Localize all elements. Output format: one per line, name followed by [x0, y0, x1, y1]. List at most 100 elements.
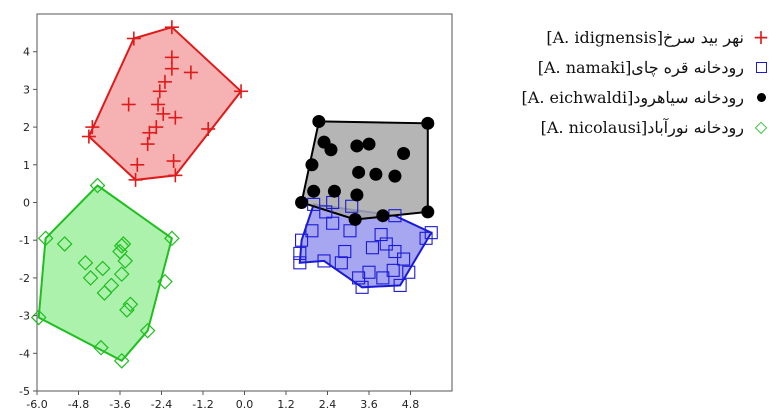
point-series-2-15 — [376, 209, 390, 223]
legend-label-idignensis: نهر بید سرخ[A. idignensis] — [546, 27, 744, 47]
point-series-0-15 — [151, 97, 166, 112]
point-series-1-26 — [376, 271, 390, 285]
hull-layer — [37, 26, 433, 363]
point-series-3-0 — [89, 177, 106, 194]
point-series-2-8 — [350, 139, 364, 153]
point-series-1-25 — [362, 265, 376, 279]
point-series-0-3 — [81, 129, 96, 144]
point-series-1-19 — [365, 241, 380, 255]
legend-label-nicolausi: رودخانه نورآباد[A. nicolausi] — [540, 117, 744, 137]
point-series-1-24 — [386, 263, 400, 277]
x-tick-label-5: 0.0 — [236, 398, 254, 411]
point-series-0-21 — [168, 110, 183, 125]
point-series-0-17 — [149, 120, 164, 135]
point-series-0-9 — [234, 84, 249, 99]
y-tick-label-3: 1 — [23, 159, 30, 172]
x-tick-label-1: -4.8 — [68, 398, 89, 411]
point-series-3-8 — [56, 236, 73, 252]
point-series-0-18 — [142, 125, 157, 140]
point-series-1-7 — [393, 278, 407, 292]
y-tick-label-7: -3 — [19, 310, 30, 323]
y-tick-label-2: 2 — [23, 121, 30, 134]
square-marker-icon — [752, 61, 770, 73]
point-series-1-11 — [295, 233, 309, 247]
point-series-0-10 — [183, 65, 198, 80]
y-tick-label-1: 3 — [23, 83, 30, 96]
point-series-1-13 — [293, 256, 307, 270]
point-series-2-9 — [362, 137, 376, 151]
y-tick-label-8: -4 — [19, 347, 30, 360]
legend: نهر بید سرخ[A. idignensis] + رودخانه قره… — [455, 22, 780, 142]
legend-item-idignensis: نهر بید سرخ[A. idignensis] + — [455, 22, 780, 52]
point-series-1-23 — [334, 256, 348, 270]
point-series-2-13 — [388, 169, 402, 183]
point-series-3-15 — [113, 266, 130, 282]
y-tick-label-0: 4 — [23, 46, 30, 59]
y-tick-label-6: -2 — [19, 272, 30, 285]
point-series-0-6 — [168, 168, 183, 183]
point-layer — [30, 20, 438, 369]
point-series-1-6 — [402, 265, 416, 279]
legend-item-nicolausi: رودخانه نورآباد[A. nicolausi] ◇ — [455, 112, 780, 142]
point-series-1-21 — [397, 252, 411, 266]
point-series-3-18 — [122, 296, 139, 313]
point-series-2-17 — [317, 135, 331, 149]
point-series-0-0 — [164, 20, 179, 35]
point-series-3-14 — [117, 253, 134, 269]
point-series-1-8 — [355, 280, 369, 294]
legend-label-eichwaldi: رودخانه سیاهرود[A. eichwaldi] — [521, 87, 744, 107]
point-series-2-1 — [421, 116, 435, 130]
point-series-3-17 — [96, 285, 113, 301]
y-tick-label-9: -5 — [19, 385, 30, 398]
point-series-1-5 — [419, 231, 433, 245]
point-series-3-1 — [164, 230, 180, 247]
diamond-marker-icon: ◇ — [754, 117, 768, 136]
point-series-0-16 — [156, 106, 171, 121]
point-series-2-6 — [307, 184, 321, 198]
point-series-1-14 — [305, 224, 319, 238]
plus-marker-icon: + — [752, 25, 770, 49]
legend-item-namaki: رودخانه قره چای[A. namaki] — [455, 52, 780, 82]
point-series-2-16 — [327, 184, 341, 198]
y-tick-label-5: -1 — [19, 234, 30, 247]
point-series-0-2 — [85, 120, 100, 135]
point-series-3-7 — [37, 230, 54, 247]
point-series-3-5 — [93, 339, 109, 356]
x-tick-label-0: -6.0 — [26, 398, 47, 411]
point-series-3-9 — [77, 254, 94, 271]
point-series-2-3 — [348, 212, 362, 226]
point-series-0-8 — [201, 121, 216, 136]
point-series-2-14 — [350, 188, 364, 202]
point-series-3-2 — [157, 273, 173, 290]
point-series-3-19 — [119, 302, 135, 318]
point-series-1-18 — [379, 237, 393, 251]
point-series-3-4 — [113, 352, 130, 369]
point-series-3-3 — [139, 322, 156, 339]
point-series-2-2 — [421, 205, 435, 219]
point-series-2-10 — [397, 146, 411, 160]
point-series-1-2 — [345, 199, 359, 213]
legend-label-namaki: رودخانه قره چای[A. namaki] — [537, 57, 744, 77]
x-tick-label-3: -2.4 — [151, 398, 172, 411]
point-series-2-12 — [369, 167, 383, 181]
x-tick-label-4: -1.2 — [192, 398, 213, 411]
legend-item-eichwaldi: رودخانه سیاهرود[A. eichwaldi] — [455, 82, 780, 112]
point-series-1-15 — [326, 216, 340, 230]
point-series-1-27 — [319, 205, 333, 219]
point-series-1-10 — [317, 254, 331, 268]
point-series-1-20 — [388, 244, 402, 259]
point-series-3-10 — [82, 270, 99, 286]
point-series-1-22 — [338, 244, 352, 259]
x-tick-label-9: 4.8 — [402, 398, 420, 411]
point-series-0-12 — [164, 61, 179, 76]
point-series-0-1 — [126, 31, 141, 46]
point-series-2-5 — [305, 158, 319, 172]
point-series-0-19 — [140, 137, 155, 152]
point-series-1-16 — [343, 224, 357, 238]
axis-layer: -6.0 -4.8 -3.6 -2.4 -1.2 0.0 1.2 2.4 3.6 4.8 4 3 2 1 0… — [19, 46, 419, 411]
point-series-3-11 — [94, 260, 111, 277]
x-tick-label-6: 1.2 — [277, 398, 295, 411]
point-series-2-4 — [295, 196, 309, 209]
x-tick-label-7: 2.4 — [319, 398, 337, 411]
